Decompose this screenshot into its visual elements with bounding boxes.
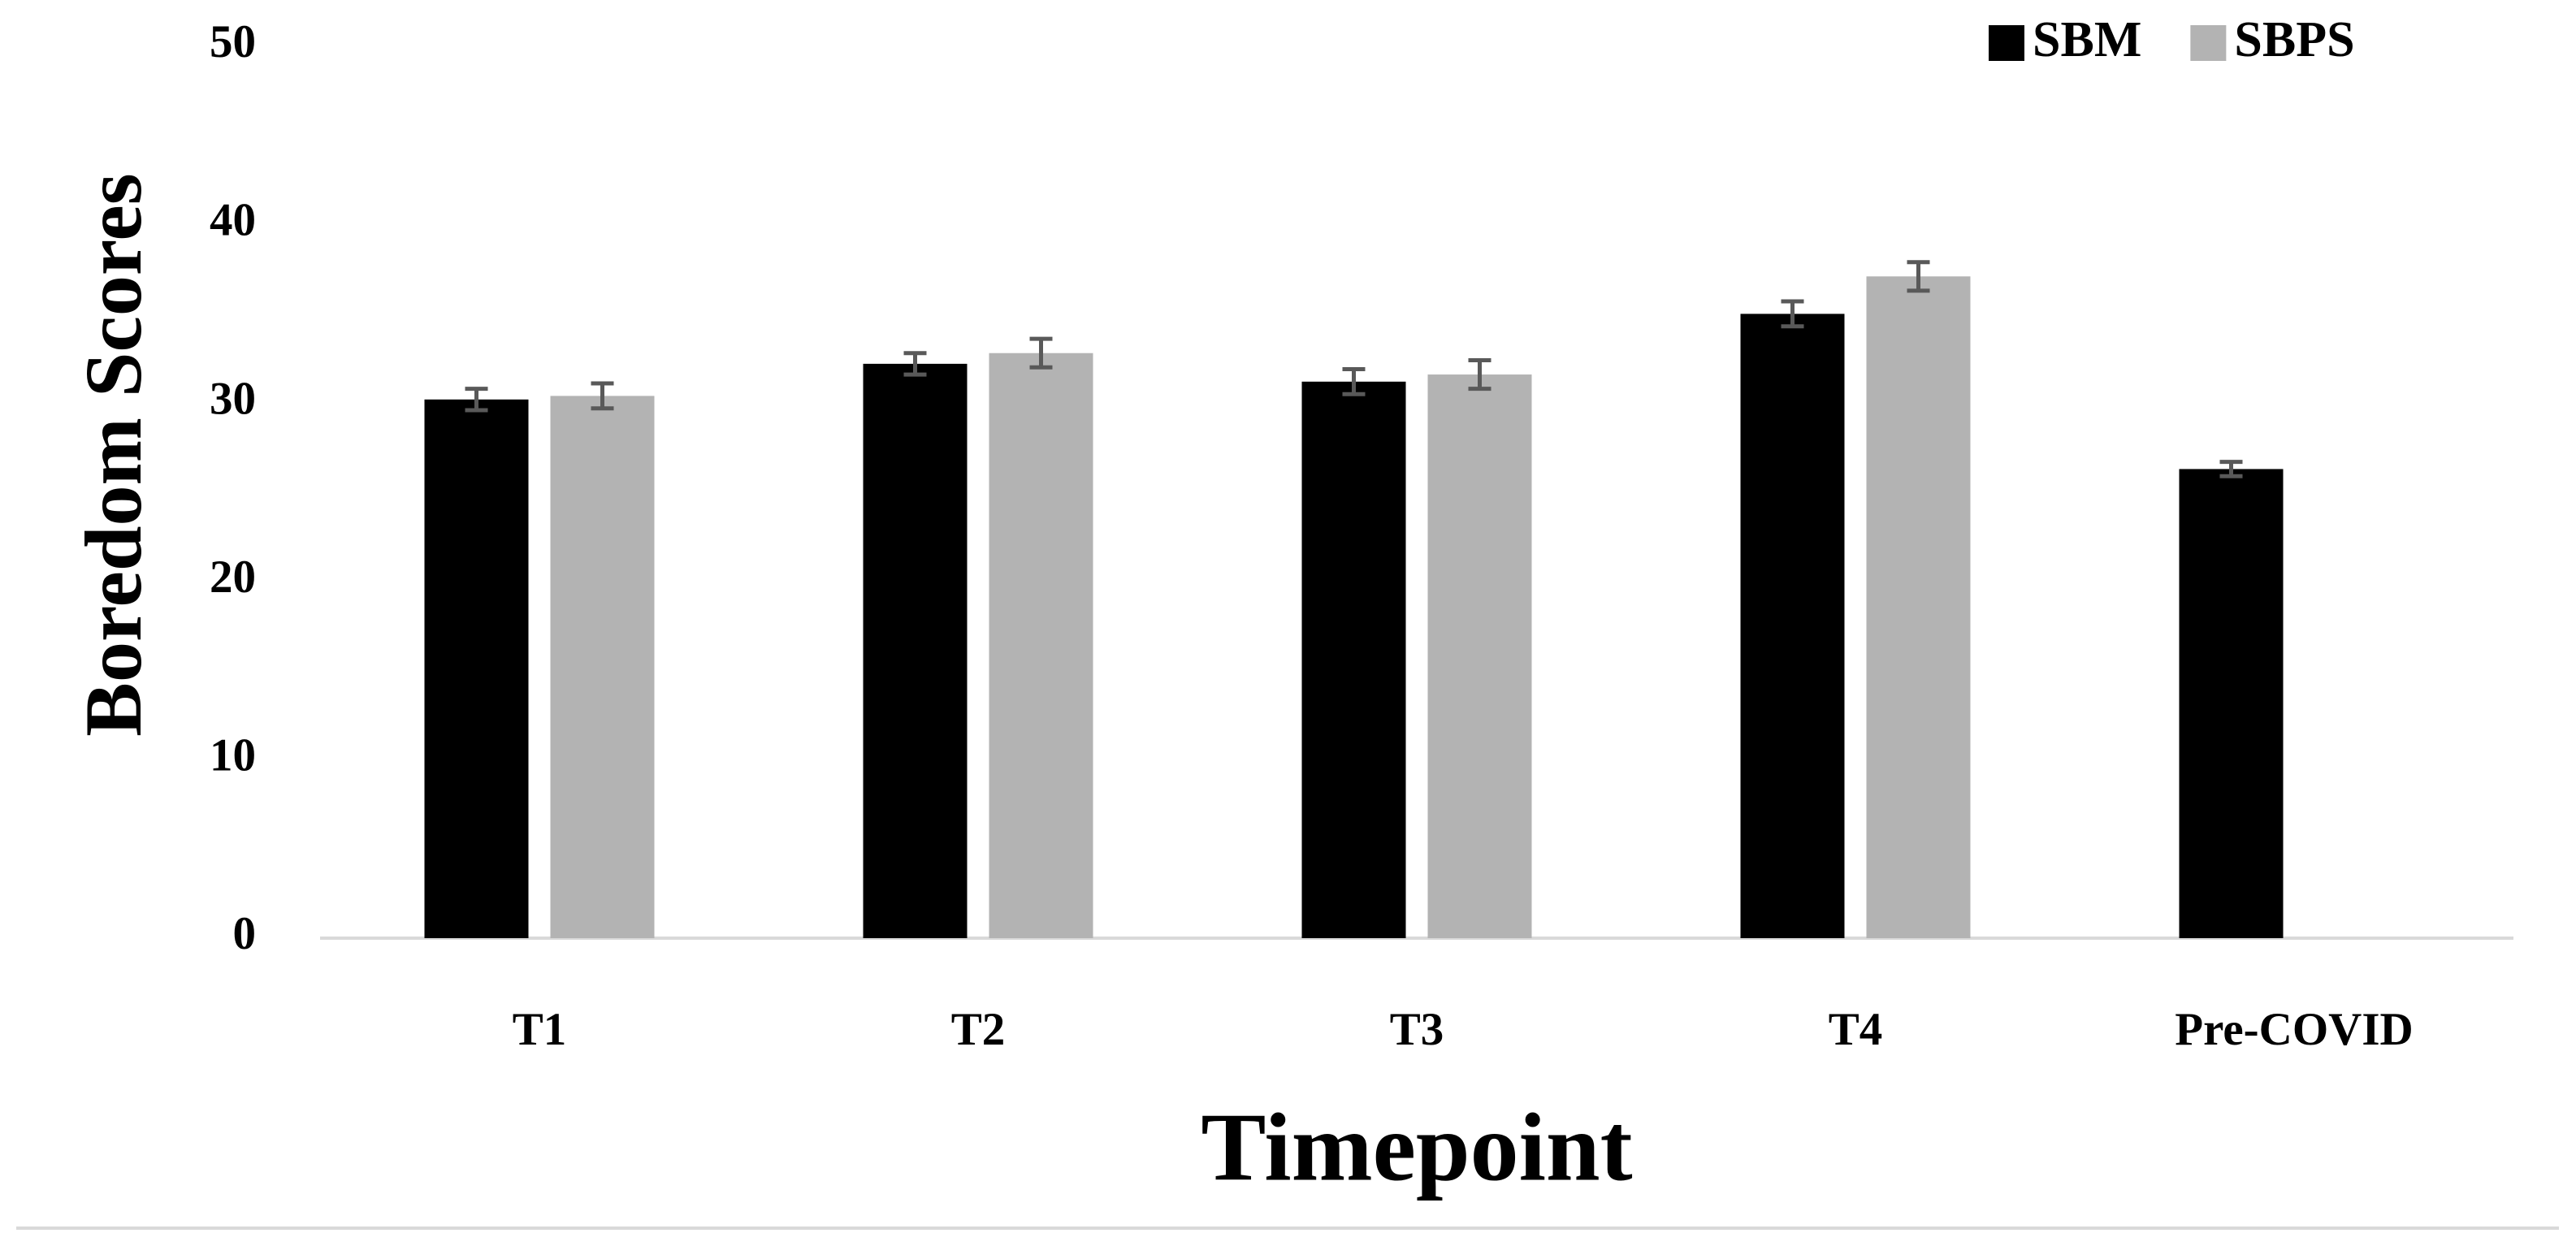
- bar: [1866, 276, 1971, 938]
- error-bar: [1029, 336, 1053, 370]
- error-bar: [465, 387, 488, 413]
- bar: [2179, 469, 2284, 938]
- y-tick-label: 40: [210, 195, 256, 246]
- x-tick-label: Pre-COVID: [2175, 1004, 2413, 1055]
- x-tick-label: T4: [1829, 1004, 1883, 1055]
- y-tick-label: 30: [210, 373, 256, 424]
- y-tick-label: 10: [210, 729, 256, 781]
- bar: [1427, 374, 1532, 939]
- error-bar: [1468, 357, 1491, 392]
- error-bar: [1907, 260, 1930, 293]
- bar: [1740, 314, 1845, 938]
- error-bar: [1781, 299, 1804, 329]
- y-tick-label: 50: [210, 16, 256, 67]
- y-tick-label: 0: [233, 908, 257, 959]
- bar: [989, 353, 1093, 938]
- x-tick-label: T3: [1390, 1004, 1444, 1055]
- error-bar: [1342, 366, 1366, 396]
- legend-label: SBPS: [2234, 12, 2354, 67]
- legend-swatch: [2190, 25, 2227, 61]
- bar: [550, 396, 655, 938]
- legend-swatch: [1989, 25, 2024, 61]
- y-tick-label: 20: [210, 552, 256, 603]
- legend-label: SBM: [2033, 12, 2141, 67]
- x-axis-title: Timepoint: [1201, 1093, 1632, 1201]
- error-bar: [2219, 460, 2243, 478]
- bar: [1301, 381, 1406, 938]
- error-bar: [591, 381, 614, 411]
- x-tick-label: T2: [951, 1004, 1006, 1055]
- x-tick-label: T1: [513, 1004, 567, 1055]
- y-axis-title: Boredom Scores: [68, 173, 158, 736]
- error-bar: [903, 351, 927, 377]
- bar: [424, 399, 529, 939]
- bar: [863, 363, 968, 938]
